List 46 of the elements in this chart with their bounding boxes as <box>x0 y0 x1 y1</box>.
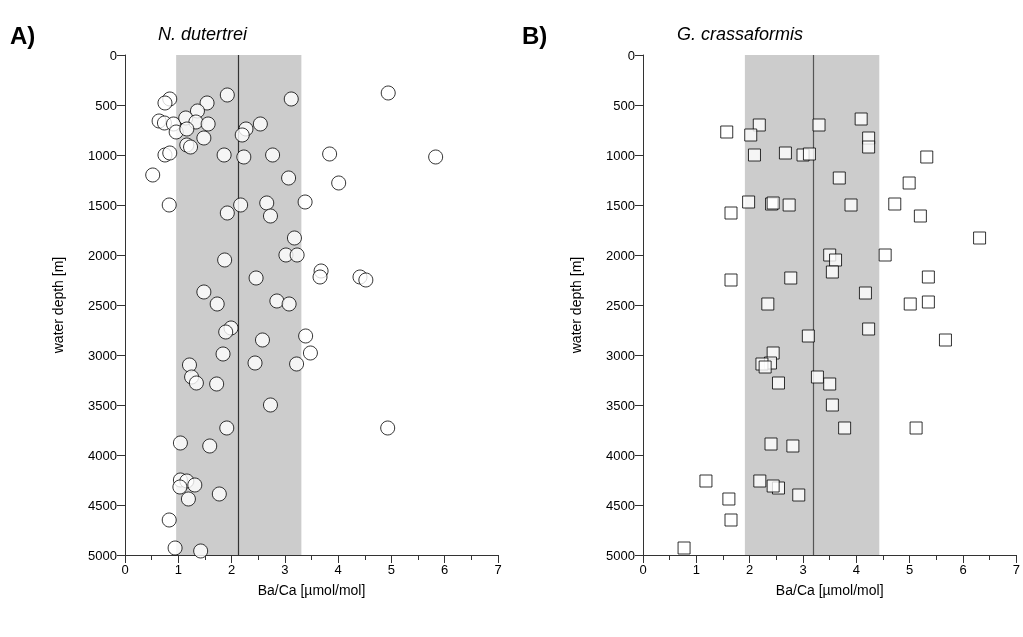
x-axis-title: Ba/Ca [µmol/mol] <box>775 582 884 598</box>
chart-title: B) <box>522 21 548 49</box>
x-tick-label: 2 <box>746 562 754 577</box>
y-tick-label: 4000 <box>88 447 117 463</box>
x-tick-label: 4 <box>852 562 860 577</box>
y-tick-label: 1500 <box>606 197 635 213</box>
y-tick-label: 5000 <box>606 547 635 563</box>
chart-subtitle: G. crassaformis <box>677 24 804 44</box>
y-tick-label: 500 <box>95 97 117 113</box>
y-tick-label: 4000 <box>606 447 635 463</box>
y-tick-label: 3500 <box>88 397 117 413</box>
y-tick-label: 2500 <box>88 297 117 313</box>
chart-subtitle: N. dutertrei <box>158 24 249 44</box>
chart-title: A) <box>10 21 36 49</box>
x-tick-label: 3 <box>281 562 289 577</box>
x-tick-label: 1 <box>692 562 700 577</box>
y-tick-label: 2500 <box>606 297 635 313</box>
x-tick-label: 0 <box>121 562 129 577</box>
y-tick-label: 4500 <box>88 497 117 513</box>
y-tick-label: 4500 <box>606 497 635 513</box>
y-axis-title: water depth [m] <box>50 256 66 355</box>
y-tick-label: 2000 <box>88 247 117 263</box>
y-tick-label: 1000 <box>88 147 117 163</box>
x-tick-label: 5 <box>906 562 914 577</box>
x-tick-label: 6 <box>959 562 967 577</box>
x-tick-label: 3 <box>799 562 807 577</box>
x-tick-label: 0 <box>639 562 647 577</box>
y-tick-label: 5000 <box>88 547 117 563</box>
x-axis-title: Ba/Ca [µmol/mol] <box>257 582 366 598</box>
y-tick-label: 3000 <box>606 347 635 363</box>
y-tick-label: 2000 <box>606 247 635 263</box>
y-tick-label: 1000 <box>606 147 635 163</box>
x-tick-label: 1 <box>174 562 182 577</box>
y-tick-label: 3500 <box>606 397 635 413</box>
y-tick-label: 500 <box>613 97 635 113</box>
x-tick-label: 5 <box>387 562 396 577</box>
x-tick-label: 6 <box>441 562 449 577</box>
x-tick-label: 7 <box>1012 562 1020 577</box>
y-tick-label: 0 <box>109 47 117 63</box>
x-tick-label: 7 <box>494 562 502 577</box>
y-tick-label: 1500 <box>88 197 117 213</box>
y-tick-label: 0 <box>627 47 635 63</box>
x-tick-label: 4 <box>334 562 342 577</box>
x-tick-label: 2 <box>227 562 236 577</box>
y-axis-title: water depth [m] <box>568 256 584 355</box>
y-tick-label: 3000 <box>88 347 117 363</box>
